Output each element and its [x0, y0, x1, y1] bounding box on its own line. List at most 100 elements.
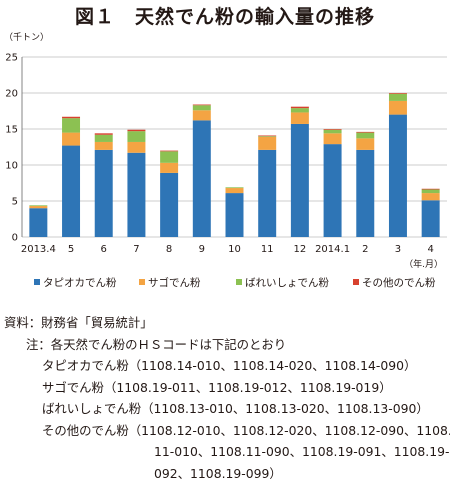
y-tick-label: 10	[5, 161, 18, 172]
bar-segment	[127, 130, 145, 131]
bar-segment	[324, 133, 342, 144]
bar-segment	[356, 138, 374, 150]
bar-segment	[291, 124, 309, 237]
bar-segment	[127, 153, 145, 237]
x-tick-label: 4	[427, 244, 433, 255]
note-item-codes: （1108.14-010、1108.14-020、1108.14-090）	[129, 358, 417, 373]
note-item-label: その他のでん粉	[42, 423, 129, 438]
note-item-codes: （1108.13-010、1108.13-020、1108.13-090）	[141, 401, 429, 416]
bar-segment	[291, 108, 309, 112]
bar-segment	[324, 144, 342, 237]
bar-segment	[62, 118, 80, 132]
bar-segment	[127, 131, 145, 142]
bar-segment	[62, 133, 80, 146]
legend-label: ばれいしょでん粉	[245, 276, 329, 289]
bar-chart: 0 5 10 15 20 25 2013.4 5 6 7 8 9 10 11 12 2014.1 2 3 4 （千…	[0, 0, 450, 310]
bar-segment	[160, 163, 178, 173]
x-tick-label: 2	[362, 244, 368, 255]
bar-segment	[258, 136, 276, 137]
bar-segment	[324, 129, 342, 130]
bar-segment	[291, 107, 309, 108]
x-tick-label: 8	[166, 244, 172, 255]
note-item-other: その他のでん粉（1108.12-010、1108.12-020、1108.12-…	[4, 420, 448, 484]
x-tick-label: 2014.1	[315, 244, 350, 255]
bar-segment	[324, 130, 342, 134]
bar-segment	[160, 173, 178, 237]
x-axis: 2013.4 5 6 7 8 9 10 11 12 2014.1 2 3 4	[21, 244, 434, 255]
bar-segment	[29, 208, 47, 237]
bar-segment	[422, 193, 440, 200]
source-note: 資料：財務省「貿易統計」	[4, 312, 448, 334]
bar-segment	[62, 117, 80, 118]
bar-segment	[160, 151, 178, 163]
y-axis-label: （千トン）	[4, 32, 49, 43]
legend-swatch	[353, 279, 359, 285]
bar-segment	[258, 150, 276, 237]
note-item-codes: （1108.19-011、1108.19-012、1108.19-019）	[104, 380, 392, 395]
bar-segment	[422, 189, 440, 193]
bar-segment	[193, 120, 211, 237]
bar-segment	[422, 200, 440, 237]
bar-segment	[226, 193, 244, 237]
x-tick-label: 6	[101, 244, 107, 255]
x-axis-label: （年.月）	[404, 258, 443, 270]
bar-segment	[95, 135, 113, 142]
legend: タピオカでん粉 サゴでん粉 ばれいしょでん粉 その他のでん粉	[34, 276, 436, 289]
bar-segment	[160, 151, 178, 152]
bar-segment	[193, 110, 211, 120]
bar-segment	[389, 101, 407, 115]
note-item-label: サゴでん粉	[42, 380, 104, 395]
y-tick-label: 20	[5, 89, 18, 100]
bar-segment	[95, 133, 113, 134]
x-tick-label: 10	[228, 244, 241, 255]
legend-label: サゴでん粉	[148, 276, 201, 289]
y-tick-label: 5	[12, 197, 18, 208]
legend-label: その他のでん粉	[362, 276, 436, 289]
bar-segment	[258, 137, 276, 150]
bar-segment	[95, 142, 113, 150]
note-item-label: ばれいしょでん粉	[42, 401, 141, 416]
bar-segment	[356, 132, 374, 133]
note-item-codes-cont: 11-010、1108.11-090、1108.19-091、1108.19-	[42, 441, 448, 463]
legend-swatch	[236, 279, 242, 285]
x-tick-label: 3	[395, 244, 401, 255]
bar-segment	[226, 188, 244, 193]
note-item-tapioca: タピオカでん粉（1108.14-010、1108.14-020、1108.14-…	[4, 355, 448, 377]
bar-segment	[389, 94, 407, 101]
note-item-label: タピオカでん粉	[42, 358, 129, 373]
bar-segment	[389, 115, 407, 237]
bar-segment	[389, 93, 407, 94]
legend-swatch	[139, 279, 145, 285]
bar-segment	[226, 187, 244, 188]
note-item-potato: ばれいしょでん粉（1108.13-010、1108.13-020、1108.13…	[4, 398, 448, 420]
note-item-codes: （1108.12-010、1108.12-020、1108.12-090、110…	[129, 423, 450, 438]
x-tick-label: 12	[294, 244, 307, 255]
bar-segment	[193, 105, 211, 106]
x-tick-label: 5	[68, 244, 74, 255]
x-tick-label: 11	[261, 244, 274, 255]
y-tick-label: 25	[5, 53, 18, 64]
bar-segment	[356, 150, 374, 237]
x-tick-label: 2013.4	[21, 244, 56, 255]
bar-segment	[422, 189, 440, 190]
note-item-sago: サゴでん粉（1108.19-011、1108.19-012、1108.19-01…	[4, 377, 448, 399]
legend-label: タピオカでん粉	[43, 276, 117, 289]
x-tick-label: 9	[199, 244, 205, 255]
bar-segment	[29, 205, 47, 206]
bar-segment	[258, 135, 276, 136]
note-item-codes-cont: 092、1108.19-099）	[42, 463, 448, 484]
bar-segment	[95, 150, 113, 237]
y-tick-label: 15	[5, 125, 18, 136]
bar-segment	[127, 142, 145, 153]
bar-segment	[62, 146, 80, 237]
y-tick-label: 0	[12, 233, 18, 244]
bar-segment	[193, 105, 211, 110]
legend-swatch	[34, 279, 40, 285]
notes: 資料：財務省「貿易統計」 注：各天然でん粉のＨＳコードは下記のとおり タピオカで…	[4, 312, 448, 484]
note-head: 注：各天然でん粉のＨＳコードは下記のとおり	[4, 334, 448, 356]
bar-segment	[356, 133, 374, 139]
bar-segment	[29, 206, 47, 208]
y-axis: 0 5 10 15 20 25	[5, 53, 18, 244]
bar-segment	[291, 112, 309, 124]
x-tick-label: 7	[133, 244, 139, 255]
